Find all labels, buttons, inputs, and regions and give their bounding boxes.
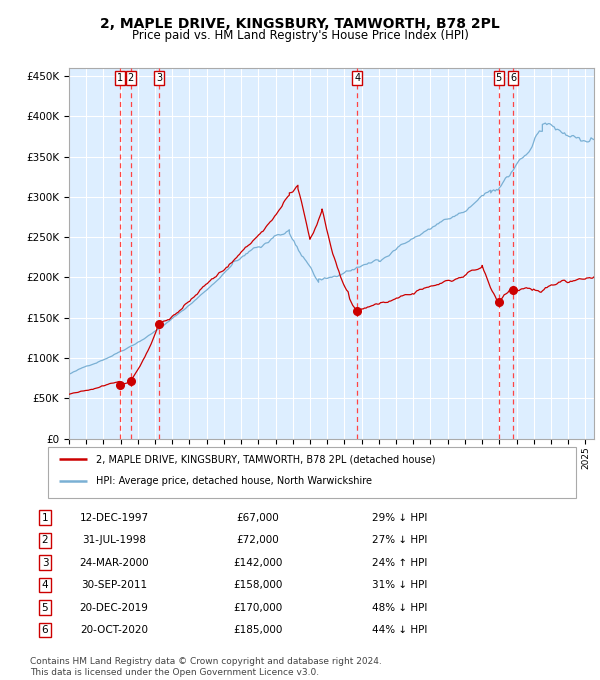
Text: 24% ↑ HPI: 24% ↑ HPI (372, 558, 427, 568)
Text: 1: 1 (117, 73, 123, 84)
Text: 30-SEP-2011: 30-SEP-2011 (81, 580, 147, 590)
Text: 5: 5 (496, 73, 502, 84)
Text: 2: 2 (41, 535, 49, 545)
Text: 3: 3 (156, 73, 162, 84)
Text: 6: 6 (41, 625, 49, 635)
Text: £185,000: £185,000 (233, 625, 283, 635)
Text: HPI: Average price, detached house, North Warwickshire: HPI: Average price, detached house, Nort… (96, 477, 372, 486)
Text: £72,000: £72,000 (236, 535, 280, 545)
Text: 5: 5 (41, 602, 49, 613)
Text: 27% ↓ HPI: 27% ↓ HPI (372, 535, 427, 545)
Text: £170,000: £170,000 (233, 602, 283, 613)
Text: Price paid vs. HM Land Registry's House Price Index (HPI): Price paid vs. HM Land Registry's House … (131, 29, 469, 42)
Text: 20-DEC-2019: 20-DEC-2019 (80, 602, 148, 613)
Text: 6: 6 (510, 73, 516, 84)
Text: 3: 3 (41, 558, 49, 568)
Text: 12-DEC-1997: 12-DEC-1997 (79, 513, 149, 523)
Text: 24-MAR-2000: 24-MAR-2000 (79, 558, 149, 568)
Text: £158,000: £158,000 (233, 580, 283, 590)
Text: 4: 4 (354, 73, 361, 84)
Text: £67,000: £67,000 (236, 513, 280, 523)
Text: 29% ↓ HPI: 29% ↓ HPI (372, 513, 427, 523)
Text: £142,000: £142,000 (233, 558, 283, 568)
Text: Contains HM Land Registry data © Crown copyright and database right 2024.
This d: Contains HM Land Registry data © Crown c… (30, 657, 382, 677)
Text: 44% ↓ HPI: 44% ↓ HPI (372, 625, 427, 635)
Text: 2: 2 (127, 73, 134, 84)
Text: 48% ↓ HPI: 48% ↓ HPI (372, 602, 427, 613)
Text: 31-JUL-1998: 31-JUL-1998 (82, 535, 146, 545)
Text: 2, MAPLE DRIVE, KINGSBURY, TAMWORTH, B78 2PL (detached house): 2, MAPLE DRIVE, KINGSBURY, TAMWORTH, B78… (96, 454, 436, 464)
Text: 4: 4 (41, 580, 49, 590)
Text: 31% ↓ HPI: 31% ↓ HPI (372, 580, 427, 590)
Text: 1: 1 (41, 513, 49, 523)
Text: 20-OCT-2020: 20-OCT-2020 (80, 625, 148, 635)
Text: 2, MAPLE DRIVE, KINGSBURY, TAMWORTH, B78 2PL: 2, MAPLE DRIVE, KINGSBURY, TAMWORTH, B78… (100, 17, 500, 31)
